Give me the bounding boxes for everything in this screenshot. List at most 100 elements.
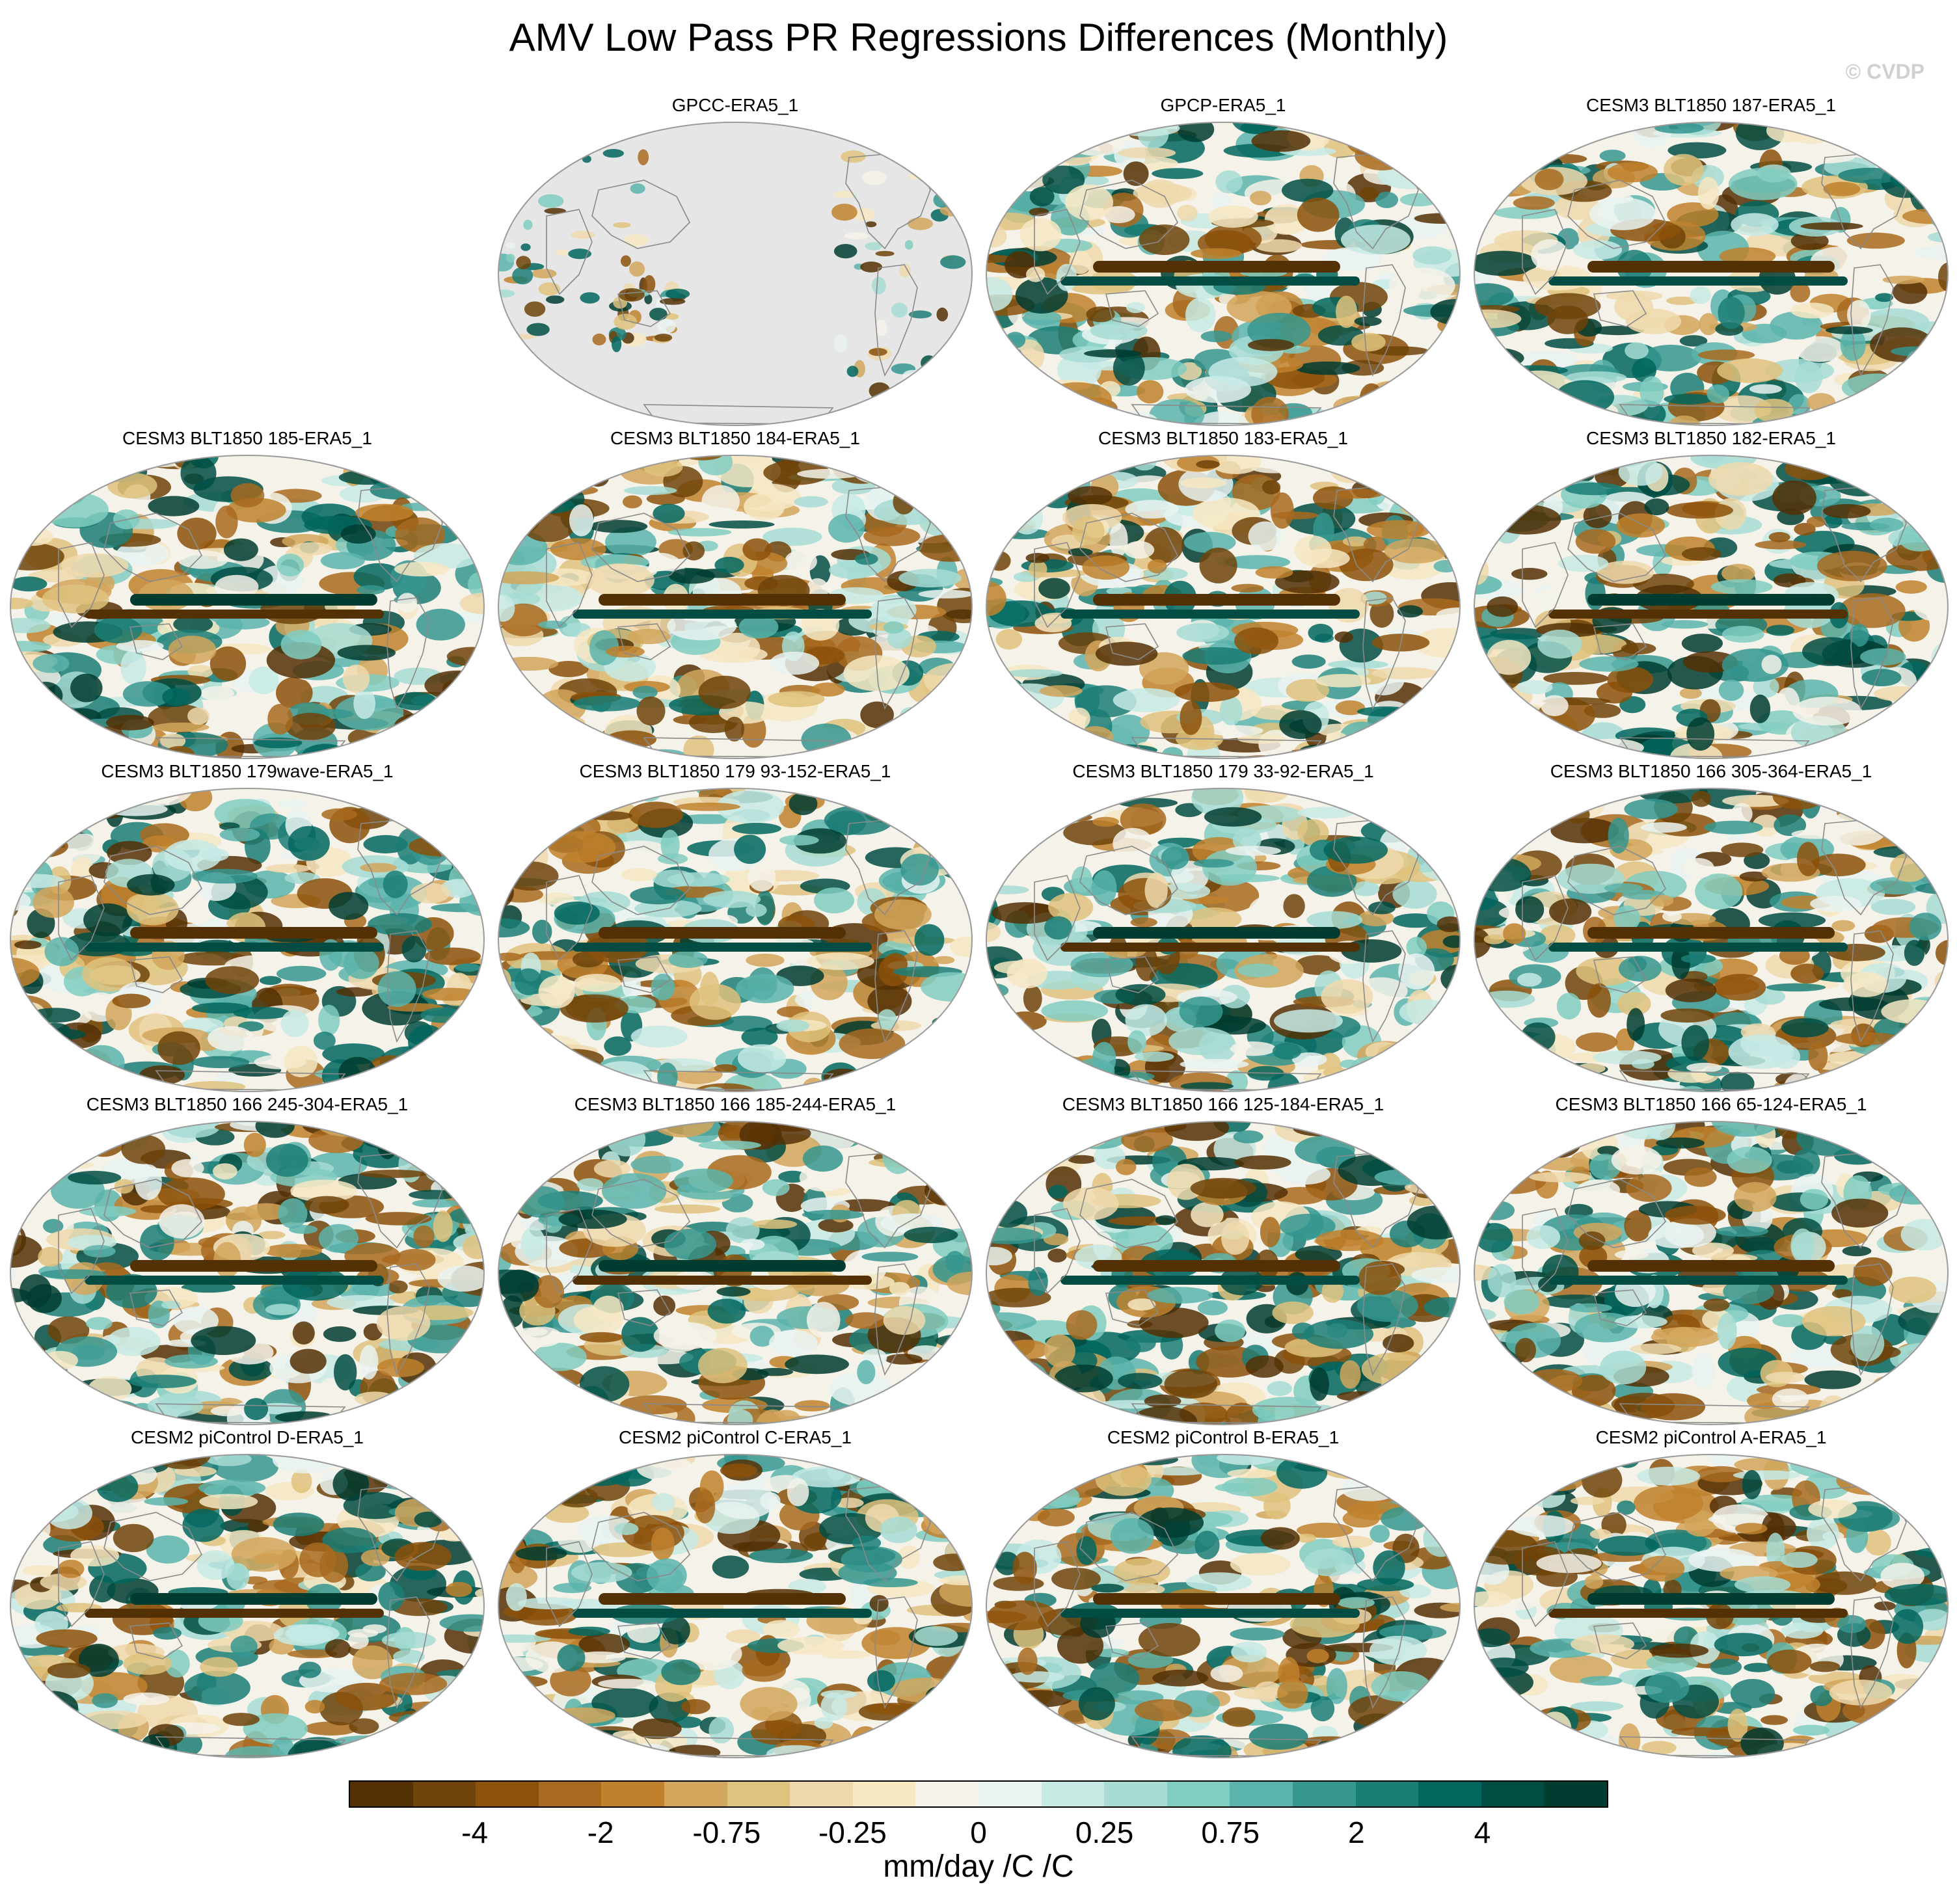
field-patch [1904, 1168, 1934, 1178]
field-patch [249, 666, 279, 695]
field-patch [1474, 1051, 1524, 1081]
field-patch [1513, 788, 1582, 801]
field-patch [1224, 555, 1291, 569]
field-patch [205, 966, 260, 995]
map-panel: CESM3 BLT1850 166 185-244-ERA5_1 [494, 1092, 976, 1430]
panel-title: CESM2 piControl D-ERA5_1 [131, 1427, 364, 1447]
field-patch [917, 1064, 938, 1072]
field-patch [1859, 139, 1906, 155]
field-patch [275, 1411, 335, 1423]
field-patch [1523, 126, 1561, 137]
field-patch [1191, 411, 1252, 425]
field-patch [128, 1374, 197, 1388]
field-patch [660, 829, 680, 861]
field-patch [1248, 521, 1282, 551]
field-patch [448, 455, 484, 477]
field-patch [1295, 1136, 1355, 1164]
field-patch [187, 707, 210, 725]
field-patch [159, 733, 186, 749]
field-patch [833, 1199, 895, 1212]
field-patch [10, 641, 52, 653]
field-patch [1028, 1267, 1048, 1296]
field-patch [1274, 1009, 1343, 1033]
field-patch [922, 464, 965, 488]
field-patch [1180, 1082, 1234, 1091]
field-patch [454, 466, 484, 500]
field-patch [13, 1126, 69, 1160]
field-patch [986, 717, 1028, 749]
field-patch [508, 721, 529, 731]
field-patch [515, 1121, 580, 1132]
field-patch [112, 993, 151, 1008]
field-patch [998, 477, 1058, 488]
field-patch [10, 693, 31, 709]
field-patch [413, 455, 434, 474]
field-patch [1026, 267, 1046, 282]
field-patch [534, 1064, 573, 1084]
field-patch [10, 1381, 64, 1395]
field-patch [1082, 555, 1130, 580]
field-patch [1900, 1030, 1943, 1045]
field-patch [1887, 366, 1942, 401]
field-patch [933, 956, 955, 965]
field-patch [1054, 1364, 1113, 1393]
field-patch [1626, 1008, 1645, 1041]
field-patch [1576, 1063, 1606, 1074]
field-patch [877, 1009, 897, 1030]
field-patch [513, 1130, 558, 1157]
field-patch [1031, 465, 1056, 482]
field-patch [424, 947, 481, 965]
field-patch [380, 1394, 439, 1419]
field-patch [498, 1381, 537, 1395]
field-patch [607, 1122, 646, 1157]
field-patch [416, 1047, 453, 1066]
field-patch [667, 872, 730, 887]
field-patch [215, 615, 270, 630]
field-patch [701, 485, 740, 518]
field-patch [762, 1179, 790, 1196]
field-patch [1684, 1167, 1717, 1187]
field-patch [621, 255, 631, 267]
field-patch [914, 924, 945, 956]
field-patch [1072, 866, 1092, 893]
field-patch [411, 1743, 439, 1758]
field-patch [1502, 825, 1538, 839]
field-patch [1127, 1030, 1147, 1054]
field-patch [337, 645, 396, 661]
field-patch [1826, 460, 1895, 472]
field-patch [741, 1027, 778, 1047]
field-patch [1600, 1350, 1647, 1385]
field-patch [10, 1377, 59, 1389]
field-patch [1671, 945, 1690, 980]
field-patch [1550, 818, 1619, 844]
field-patch [1749, 694, 1771, 723]
coastline [546, 209, 593, 295]
field-patch [401, 935, 427, 963]
field-patch [623, 234, 649, 247]
field-patch [1914, 804, 1948, 823]
field-patch [334, 1354, 357, 1391]
field-patch [703, 891, 761, 908]
field-patch [1802, 1306, 1866, 1337]
field-patch [700, 646, 768, 663]
field-patch [10, 576, 47, 592]
field-patch [1399, 1149, 1460, 1160]
field-patch [446, 455, 484, 462]
field-patch [1905, 369, 1942, 400]
field-patch [1474, 1347, 1498, 1382]
field-patch [802, 1209, 865, 1220]
field-patch [1363, 725, 1424, 757]
field-patch [464, 724, 484, 747]
field-patch [92, 1400, 137, 1415]
field-patch [1859, 455, 1892, 463]
field-patch [1932, 126, 1948, 141]
coastline [1567, 1179, 1666, 1248]
field-patch [498, 455, 524, 472]
field-patch [10, 714, 41, 740]
field-patch [1758, 912, 1826, 929]
field-patch [38, 1393, 64, 1425]
coastline [591, 180, 690, 249]
equatorial-band [599, 594, 846, 606]
field-patch [1680, 954, 1716, 964]
field-patch [10, 1363, 51, 1397]
